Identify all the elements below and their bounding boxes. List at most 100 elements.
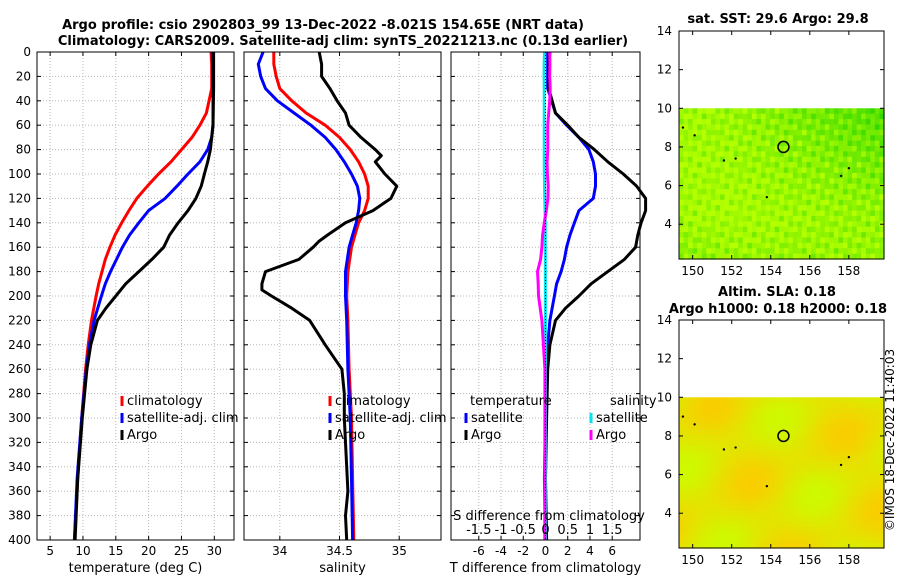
heatmap-cell <box>765 451 771 458</box>
heatmap-cell <box>720 451 726 458</box>
heatmap-cell <box>838 145 844 152</box>
heatmap-cell <box>761 242 767 249</box>
heatmap-cell <box>861 167 867 174</box>
heatmap-cell <box>756 515 762 522</box>
heatmap-cell <box>733 172 739 179</box>
x-tick-label: 158 <box>837 553 860 567</box>
heatmap-cell <box>856 440 862 447</box>
heatmap-cell <box>710 253 717 260</box>
heatmap-cell <box>715 429 721 436</box>
heatmap-cell <box>679 445 685 452</box>
heatmap-cell <box>861 140 867 147</box>
heatmap-cell <box>811 108 817 115</box>
heatmap-cell <box>770 108 776 115</box>
heatmap-cell <box>797 215 803 222</box>
heatmap-cell <box>751 521 758 528</box>
heatmap-cell <box>765 145 771 152</box>
heatmap-cell <box>833 521 840 528</box>
heatmap-cell <box>720 499 726 506</box>
heatmap-cell <box>747 210 753 217</box>
x-tick-label: 4 <box>586 544 594 558</box>
heatmap-cell <box>724 145 730 152</box>
heatmap-cell <box>856 445 862 452</box>
difference-panel: -6 -4 -2 0 2 4 6T difference from climatologyS… <box>449 51 657 576</box>
heatmap-cell <box>865 429 871 436</box>
heatmap-cell <box>788 537 794 544</box>
heatmap-cell <box>806 429 812 436</box>
heatmap-cell <box>724 488 730 495</box>
heatmap-cell <box>733 418 739 425</box>
heatmap-cell <box>824 108 830 115</box>
heatmap-cell <box>692 510 698 517</box>
heatmap-cell <box>843 140 849 147</box>
heatmap-cell <box>692 151 698 158</box>
heatmap-cell <box>865 253 871 260</box>
heatmap-cell <box>688 215 694 222</box>
heatmap-cell <box>756 113 762 120</box>
heatmap-cell <box>870 515 876 522</box>
heatmap-cell <box>788 162 794 169</box>
heatmap-cell <box>747 499 753 506</box>
heatmap-cell <box>733 140 739 147</box>
heatmap-cell <box>774 135 780 142</box>
heatmap-cell <box>751 483 758 490</box>
heatmap-cell <box>861 418 867 425</box>
heatmap-cell <box>761 113 767 120</box>
heatmap-cell <box>779 424 785 431</box>
heatmap-cell <box>788 242 794 249</box>
heatmap-cell <box>833 413 840 420</box>
heatmap-cell <box>733 129 739 136</box>
heatmap-cell <box>742 194 748 201</box>
heatmap-cell <box>820 494 826 501</box>
heatmap-cell <box>792 215 799 222</box>
heatmap-cell <box>815 526 821 533</box>
heatmap-cell <box>770 199 776 206</box>
heatmap-cell <box>751 194 758 201</box>
heatmap-cell <box>751 515 758 522</box>
heatmap-cell <box>879 537 885 544</box>
heatmap-cell <box>824 408 830 415</box>
credit-text: ©IMOS 18-Dec-2022 11:40:03 <box>883 349 897 531</box>
heatmap-cell <box>824 183 830 190</box>
heatmap-cell <box>847 253 853 260</box>
heatmap-cell <box>770 242 776 249</box>
heatmap-cell <box>742 504 748 511</box>
heatmap-cell <box>706 413 712 420</box>
heatmap-cell <box>774 156 780 163</box>
heatmap-cell <box>683 408 689 415</box>
heatmap-cell <box>856 156 862 163</box>
heatmap-cell <box>692 253 698 260</box>
heatmap-cell <box>829 205 835 212</box>
heatmap-cell <box>701 456 707 463</box>
heatmap-cell <box>729 531 735 538</box>
heatmap-cell <box>720 531 726 538</box>
heatmap-cell <box>852 237 858 244</box>
heatmap-cell <box>806 113 812 120</box>
heatmap-cell <box>802 221 808 228</box>
heatmap-cell <box>733 397 739 404</box>
heatmap-cell <box>761 119 767 126</box>
heatmap-cell <box>697 445 703 452</box>
heatmap-cell <box>706 151 712 158</box>
heatmap-cell <box>729 140 735 147</box>
heatmap-cell <box>843 494 849 501</box>
heatmap-cell <box>720 140 726 147</box>
heatmap-cell <box>710 434 717 441</box>
heatmap-cell <box>710 418 717 425</box>
heatmap-cell <box>770 488 776 495</box>
heatmap-cell <box>710 397 717 404</box>
heatmap-cell <box>783 215 789 222</box>
heatmap-cell <box>761 418 767 425</box>
heatmap-cell <box>742 210 748 217</box>
heatmap-cell <box>710 521 717 528</box>
heatmap-cell <box>715 215 721 222</box>
heatmap-cell <box>865 210 871 217</box>
heatmap-cell <box>683 140 689 147</box>
heatmap-cell <box>852 499 858 506</box>
heatmap-cell <box>856 135 862 142</box>
heatmap-cell <box>688 248 694 255</box>
heatmap-cell <box>788 440 794 447</box>
heatmap-cell <box>770 205 776 212</box>
heatmap-cell <box>783 494 789 501</box>
heatmap-cell <box>811 172 817 179</box>
